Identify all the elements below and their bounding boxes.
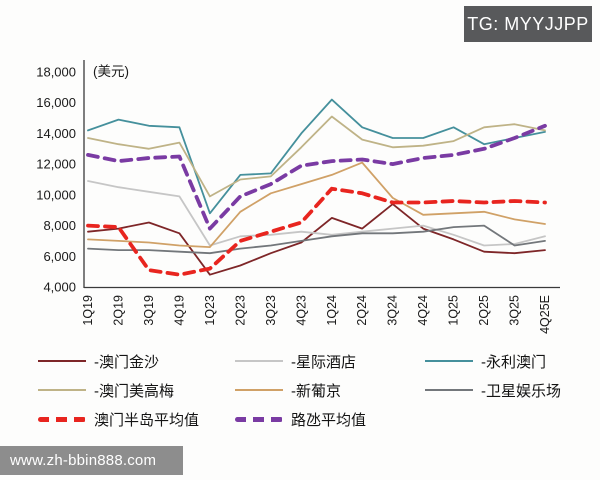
legend-swatch-wynn [425, 360, 473, 362]
legend-label-peninsula: 澳门半岛平均值 [94, 411, 200, 429]
x-tick-label: 1Q25 [447, 295, 461, 326]
x-tick-label: 4Q23 [294, 295, 308, 326]
y-tick-label: 4,000 [43, 280, 76, 295]
x-tick-label: 3Q25 [508, 295, 522, 326]
x-tick-label: 1Q23 [203, 295, 217, 326]
series-line-cotai [86, 123, 547, 231]
x-tick-label: 3Q24 [386, 295, 400, 326]
x-tick-label: 1Q24 [325, 295, 339, 326]
x-tick-label: 4Q24 [416, 295, 430, 326]
legend-swatch-mgm [38, 389, 86, 391]
x-tick-label: 3Q19 [142, 295, 156, 326]
watermark-text: www.zh-bbin888.com [10, 452, 157, 469]
y-tick-label: 10,000 [36, 187, 76, 202]
series-line-satellite [87, 224, 546, 255]
legend-swatch-sands [38, 360, 86, 362]
watermark-bar: www.zh-bbin888.com [0, 446, 183, 475]
legend-label-starworld: -星际酒店 [291, 353, 356, 371]
y-tick-label: 18,000 [36, 65, 76, 80]
x-tick-label: 3Q23 [264, 295, 278, 326]
legend-swatch-lisboa [235, 389, 283, 391]
legend-swatch-starworld [235, 360, 283, 362]
legend-item-mgm: -澳门美高梅 [38, 381, 235, 400]
legend-item-lisboa: -新葡京 [235, 381, 425, 400]
x-tick-label: 2Q23 [233, 295, 247, 326]
legend-label-mgm: -澳门美高梅 [94, 382, 174, 400]
y-tick-label: 16,000 [36, 95, 76, 110]
legend-item-peninsula: 澳门半岛平均值 [38, 410, 235, 429]
y-tick-label: 8,000 [43, 218, 76, 233]
telegram-badge: TG: MYYJJPP [464, 6, 592, 42]
legend-label-wynn: -永利澳门 [481, 353, 546, 371]
y-tick-label: 14,000 [36, 126, 76, 141]
x-tick-label: 1Q19 [81, 295, 95, 326]
legend-label-cotai: 路氹平均值 [291, 411, 367, 429]
legend-label-sands: -澳门金沙 [94, 353, 159, 371]
legend-label-lisboa: -新葡京 [291, 382, 341, 400]
legend-item-starworld: -星际酒店 [235, 352, 425, 371]
series-line-lisboa [87, 161, 546, 249]
legend-item-wynn: -永利澳门 [425, 352, 573, 371]
x-tick-label: 4Q19 [172, 295, 186, 326]
legend-item-sands: -澳门金沙 [38, 352, 235, 371]
y-tick-label: 6,000 [43, 249, 76, 264]
legend-swatch-peninsula [38, 416, 86, 422]
series-line-sands [87, 203, 546, 276]
y-tick-label: 12,000 [36, 157, 76, 172]
telegram-badge-text: TG: MYYJJPP [467, 13, 589, 34]
x-tick-label: 2Q24 [355, 295, 369, 326]
legend-swatch-satellite [425, 389, 473, 391]
legend-item-satellite: -卫星娱乐场 [425, 381, 573, 400]
x-tick-label: 4Q25E [538, 295, 552, 334]
x-tick-label: 2Q25 [477, 295, 491, 326]
legend-item-cotai: 路氹平均值 [235, 410, 425, 429]
series-line-peninsula [86, 186, 547, 277]
line-chart: 4,000 6,000 8,000 10,000 12,000 14,000 16,000 1… [36, 60, 560, 334]
chart-legend: -澳门金沙 -星际酒店 -永利澳门 -澳门美高梅 -新葡京 -卫星娱乐场澳门半岛平均值 路氹… [38, 352, 573, 429]
series-line-mgm [87, 115, 546, 198]
legend-swatch-cotai [235, 416, 283, 422]
series-line-starworld [87, 180, 546, 247]
y-axis-unit-label: (美元) [93, 64, 129, 79]
legend-label-satellite: -卫星娱乐场 [481, 382, 561, 400]
series-line-wynn [87, 98, 546, 215]
x-tick-label: 2Q19 [111, 295, 125, 326]
